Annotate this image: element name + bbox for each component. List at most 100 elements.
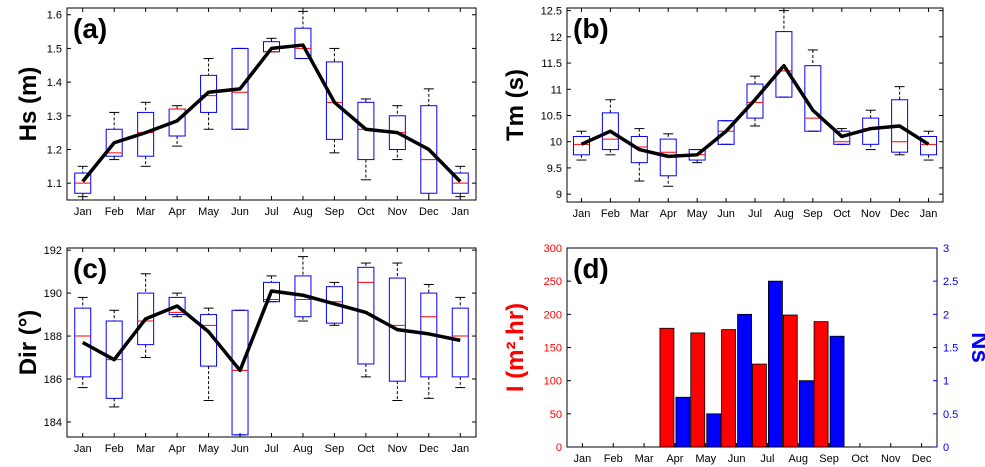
y-tick-label: 11: [551, 84, 562, 96]
x-tick-label: Feb: [105, 443, 124, 455]
box-iqr: [746, 83, 764, 119]
x-tick-label: Sep: [325, 443, 345, 455]
x-tick-label: Aug: [788, 453, 808, 465]
y-tick-label: 200: [544, 309, 562, 321]
x-tick-label: Sep: [803, 208, 823, 220]
bar-I: [752, 363, 767, 448]
y-tick-label: 150: [544, 343, 562, 355]
x-tick-label: Jan: [74, 443, 92, 455]
y-tick-label: 100: [544, 376, 562, 388]
x-tick-label: Mar: [635, 453, 654, 465]
x-tick-label: Aug: [293, 206, 313, 218]
bar-Ns: [798, 380, 814, 448]
mean-line: [81, 289, 461, 373]
x-tick-label: Jan: [574, 453, 592, 465]
x-tick-label: Nov: [881, 453, 901, 465]
y-tick-label: 10: [550, 137, 562, 149]
panel-c-dir-boxplot: 184 186 188 190 192 Jan Feb Mar Apr May Jun Jul Aug S…: [15, 245, 477, 455]
y-tick-label: 1.4: [47, 77, 62, 89]
x-tick-label: Apr: [660, 208, 677, 220]
box-iqr: [168, 296, 186, 316]
box-iqr: [833, 130, 851, 145]
x-tick-label: Apr: [169, 206, 186, 218]
panel-d-bar-chart: 0 50 100 150 200 250 300 0 0.5 1 1.5 2 2.5 3 Jan Feb Mar…: [502, 243, 985, 465]
x-tick-label: Nov: [388, 443, 408, 455]
x-tick-label: Feb: [604, 453, 623, 465]
bar-I: [813, 321, 829, 448]
x-tick-label: Dec: [419, 443, 439, 455]
y-tick-label: 192: [44, 245, 62, 257]
x-tick-label: May: [198, 443, 219, 455]
y2-tick-label: 2: [943, 309, 949, 321]
bar-Ns: [829, 335, 845, 448]
y-tick-label: 188: [44, 331, 62, 343]
plot-frame: [66, 247, 477, 438]
x-tick-label: Dec: [419, 206, 439, 218]
y-tick-label: 300: [544, 243, 562, 255]
x-tick-label: Jan: [451, 206, 469, 218]
x-tick-label: Dec: [912, 453, 932, 465]
y2-tick-label: 0.5: [943, 409, 958, 421]
plot-frame: [66, 7, 477, 201]
x-tick-label: Jan: [74, 206, 92, 218]
y-tick-label: 9: [556, 189, 562, 201]
x-tick-label: Oct: [357, 443, 374, 455]
y2-tick-label: 3: [943, 243, 949, 255]
bar-Ns: [768, 280, 783, 448]
x-tick-label: Apr: [169, 443, 186, 455]
y-tick-label: 186: [44, 374, 62, 386]
x-tick-label: Jun: [231, 206, 249, 218]
y-axis-label: I (m².hr): [502, 303, 529, 392]
box-iqr: [74, 307, 92, 378]
x-tick-label: Jun: [717, 208, 735, 220]
box-iqr: [137, 292, 155, 346]
x-tick-label: Dec: [890, 208, 910, 220]
box-iqr: [325, 61, 343, 140]
x-tick-label: Apr: [666, 453, 683, 465]
y-axis-label: Hs (m): [15, 67, 42, 142]
x-tick-label: Jan: [573, 208, 591, 220]
panel-label: (a): [73, 13, 107, 44]
bar-I: [721, 329, 736, 448]
box-iqr: [105, 128, 123, 157]
box-iqr: [294, 27, 312, 60]
x-tick-label: Oct: [851, 453, 868, 465]
box-iqr: [451, 307, 469, 378]
y-tick-label: 0: [556, 442, 562, 454]
y-tick-label: 1.5: [47, 43, 62, 55]
y-tick-label: 250: [544, 276, 562, 288]
bar-I: [659, 327, 675, 448]
x-tick-label: Sep: [325, 206, 345, 218]
y-tick-label: 1.2: [47, 144, 62, 156]
x-tick-label: Jan: [920, 208, 938, 220]
y-tick-label: 190: [44, 288, 62, 300]
y-tick-label: 184: [44, 417, 62, 429]
box-iqr: [920, 135, 938, 156]
x-tick-label: May: [695, 453, 716, 465]
mean-line: [580, 63, 930, 159]
x-tick-label: Jul: [760, 453, 774, 465]
y-tick-label: 12.5: [541, 6, 562, 18]
box-iqr: [420, 105, 438, 194]
y2-tick-label: 1.5: [943, 343, 958, 355]
y2-tick-label: 2.5: [943, 276, 958, 288]
x-tick-label: May: [687, 208, 708, 220]
box-iqr: [200, 74, 218, 113]
x-tick-label: Jul: [264, 443, 278, 455]
x-tick-label: Nov: [861, 208, 881, 220]
bar-I: [782, 314, 798, 448]
y2-tick-label: 1: [943, 376, 949, 388]
x-tick-label: Mar: [136, 206, 155, 218]
panel-label: (d): [573, 253, 609, 284]
y-axis-label: Dir (°): [15, 310, 42, 376]
bar-Ns: [706, 413, 722, 448]
x-tick-label: Jun: [728, 453, 746, 465]
y-tick-label: 1.3: [47, 111, 62, 123]
panel-a-hs-boxplot: 1.1 1.2 1.3 1.4 1.5 1.6 Jan Feb Mar Apr May Jun Jul A…: [15, 7, 477, 218]
x-tick-label: Jan: [451, 443, 469, 455]
x-tick-label: Mar: [630, 208, 649, 220]
y-axis-label: Tm (s): [502, 69, 529, 141]
plot-frame: [566, 247, 938, 448]
x-tick-label: Jun: [231, 443, 249, 455]
